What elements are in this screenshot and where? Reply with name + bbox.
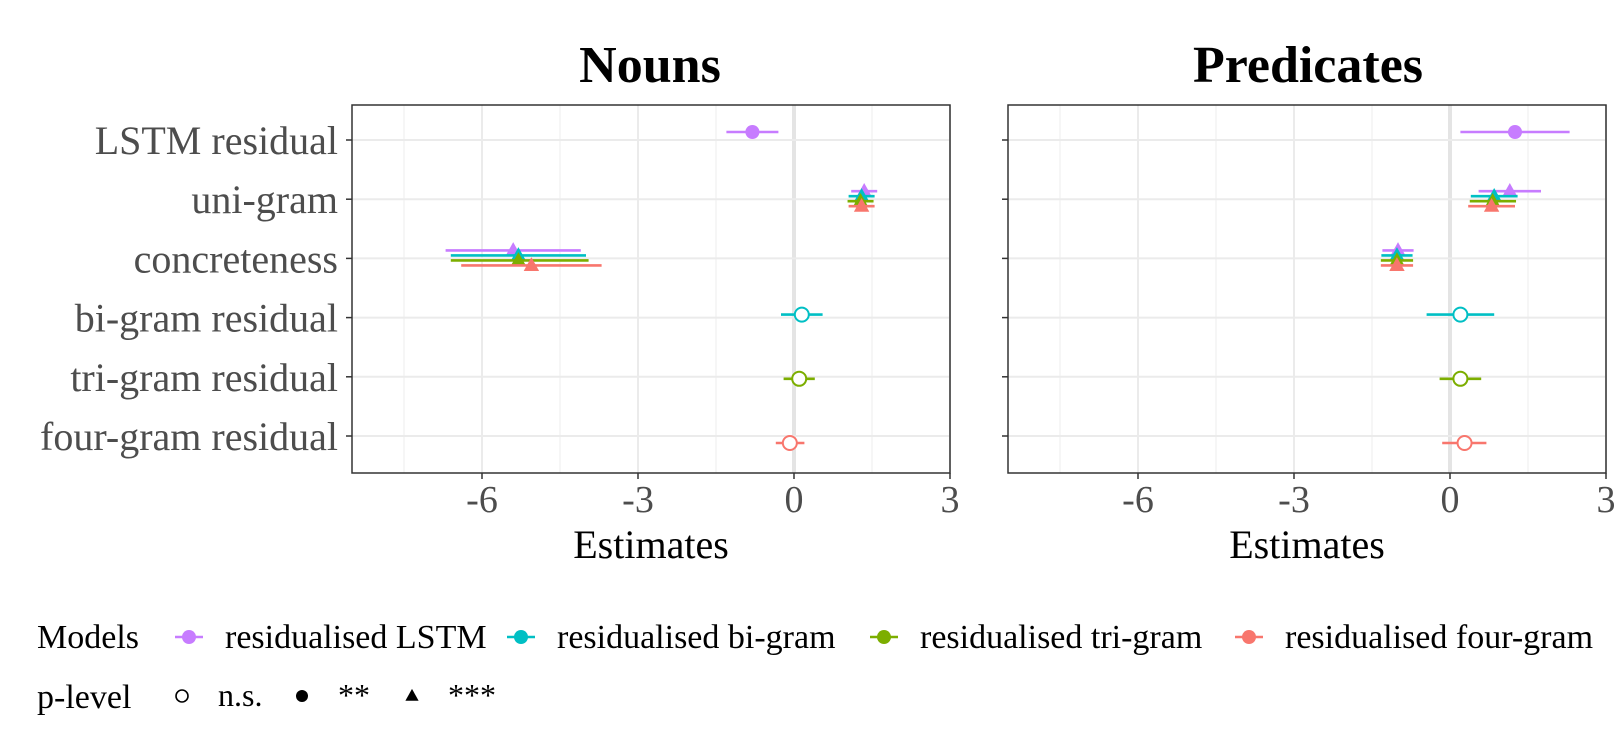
- x-ticks-nouns: -6 -3 0 3: [466, 473, 960, 521]
- panel-title-predicates: Predicates: [1193, 37, 1423, 94]
- legend-plevel-item: n.s.: [175, 677, 262, 713]
- estimate-point: [1389, 257, 1405, 271]
- panel-predicates: Predicates -6 -3 0 3 Estimates: [1002, 37, 1616, 567]
- estimate-point: [1508, 125, 1522, 139]
- legend-plevel-item: **: [296, 677, 370, 713]
- y-tick-label: uni-gram: [191, 177, 338, 222]
- legend-plevel-label: **: [338, 677, 370, 713]
- x-ticks-predicates: -6 -3 0 3: [1122, 473, 1616, 521]
- estimate-mark: [1380, 257, 1414, 271]
- estimate-point: [1502, 182, 1518, 197]
- estimate-point: [1452, 370, 1469, 387]
- estimate-point: [510, 252, 527, 266]
- estimate-mark: [775, 435, 805, 451]
- x-tick-label: -3: [1278, 479, 1310, 521]
- y-tick-label: bi-gram residual: [75, 296, 338, 341]
- y-ticks-nouns: [346, 139, 352, 437]
- estimate-point: [781, 435, 798, 451]
- legend-label: residualised tri-gram: [920, 619, 1202, 656]
- legend-item-residualised-tri-gram: residualised tri-gram: [870, 619, 1202, 656]
- y-axis-labels: LSTM residual uni-gram concreteness bi-gram…: [40, 118, 338, 459]
- x-tick-label: 3: [941, 479, 960, 521]
- x-tick-label: -6: [1122, 479, 1154, 521]
- y-ticks-predicates: [1002, 139, 1008, 437]
- estimate-point: [793, 306, 810, 323]
- x-tick-label: 0: [785, 479, 804, 521]
- legend-key-point: [182, 630, 196, 644]
- x-tick-label: 3: [1597, 479, 1616, 521]
- legend-item-residualised-four-gram: residualised four-gram: [1235, 619, 1593, 656]
- plot-border-predicates: [1007, 104, 1607, 474]
- legend-plevel-symbol: [175, 689, 189, 703]
- legend-label: residualised bi-gram: [557, 619, 836, 656]
- legend-plevel-row: p-level n.s. ** ***: [37, 677, 496, 716]
- x-tick-label: 0: [1441, 479, 1460, 521]
- estimate-mark: [781, 306, 823, 323]
- legend-plevel-label: n.s.: [218, 677, 262, 713]
- y-tick-label: tri-gram residual: [70, 355, 338, 400]
- estimate-mark: [1460, 125, 1570, 139]
- estimate-mark: [1478, 182, 1541, 197]
- legend-plevel-title: p-level: [37, 679, 131, 716]
- marks-predicates: [1380, 125, 1570, 451]
- x-tick-label: -3: [622, 479, 654, 521]
- plot-area-predicates: [1008, 105, 1606, 473]
- plot-border-nouns: [351, 104, 951, 474]
- estimate-point: [1483, 197, 1500, 212]
- legend-label: residualised LSTM: [225, 619, 487, 656]
- x-axis-label-nouns: Estimates: [573, 522, 729, 567]
- estimate-mark: [461, 257, 602, 271]
- estimate-mark: [848, 197, 875, 212]
- legend-plevel-item: ***: [405, 677, 496, 713]
- grid-nouns: [352, 105, 951, 473]
- x-tick-label: -6: [466, 479, 498, 521]
- legend-key-point: [514, 630, 528, 644]
- y-tick-label: four-gram residual: [40, 414, 338, 459]
- legend-item-residualised-lstm: residualised LSTM: [175, 619, 487, 656]
- estimate-mark: [450, 252, 589, 266]
- estimate-point: [1452, 306, 1469, 323]
- estimate-mark: [1468, 197, 1515, 212]
- estimate-mark: [1439, 370, 1482, 387]
- estimate-point: [791, 370, 808, 387]
- legend: Models residualised LSTM residualised bi-…: [37, 619, 1593, 716]
- estimate-mark: [1442, 435, 1487, 451]
- legend-plevel-symbol: [405, 688, 419, 701]
- panel-nouns: Nouns -6 -3 0 3 Estimates: [346, 37, 960, 567]
- marks-nouns: [445, 125, 878, 451]
- estimate-point: [523, 257, 540, 271]
- estimate-point: [745, 125, 760, 139]
- legend-models-title: Models: [37, 619, 139, 656]
- legend-label: residualised four-gram: [1285, 619, 1593, 656]
- estimate-point: [853, 197, 870, 212]
- plot-area-nouns: [352, 105, 950, 473]
- legend-key-point: [1242, 630, 1256, 644]
- estimate-mark: [726, 125, 779, 139]
- y-tick-label: LSTM residual: [95, 118, 338, 163]
- legend-plevel-symbol: [296, 690, 308, 702]
- estimate-mark: [1426, 306, 1495, 323]
- estimate-point: [1456, 435, 1473, 451]
- legend-key-point: [877, 630, 891, 644]
- legend-item-residualised-bi-gram: residualised bi-gram: [507, 619, 836, 656]
- x-axis-label-predicates: Estimates: [1229, 522, 1385, 567]
- estimate-mark: [783, 370, 815, 387]
- y-tick-label: concreteness: [134, 236, 338, 281]
- legend-plevel-label: ***: [448, 677, 496, 713]
- panel-title-nouns: Nouns: [579, 37, 721, 94]
- legend-models-row: Models residualised LSTM residualised bi-…: [37, 619, 1593, 656]
